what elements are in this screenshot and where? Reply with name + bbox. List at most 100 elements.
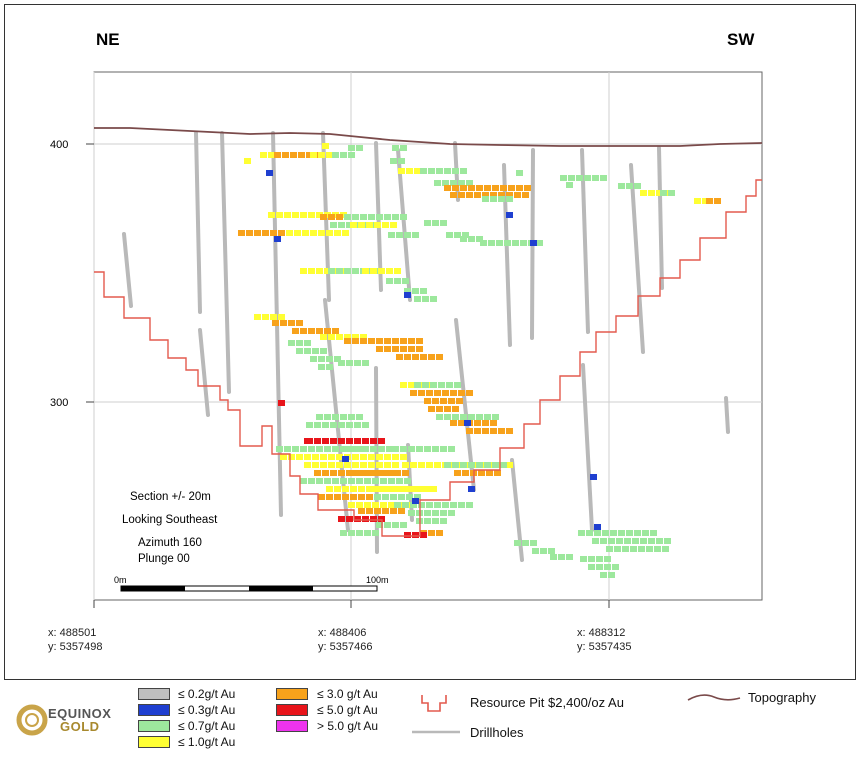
assay-sample-block bbox=[316, 268, 323, 274]
assay-sample-block bbox=[350, 486, 357, 492]
assay-sample-block bbox=[540, 548, 547, 554]
assay-sample-block bbox=[332, 212, 339, 218]
assay-sample-block bbox=[378, 446, 385, 452]
assay-sample-block bbox=[292, 328, 299, 334]
assay-sample-block bbox=[626, 530, 633, 536]
assay-sample-block bbox=[390, 158, 397, 164]
assay-sample-block bbox=[338, 360, 345, 366]
assay-sample-block bbox=[376, 462, 383, 468]
assay-sample-block bbox=[328, 268, 335, 274]
assay-sample-block bbox=[392, 522, 399, 528]
assay-sample-block bbox=[290, 152, 297, 158]
assay-sample-block bbox=[590, 474, 597, 480]
assay-sample-block bbox=[386, 268, 393, 274]
assay-sample-block bbox=[344, 462, 351, 468]
assay-sample-block bbox=[340, 446, 347, 452]
assay-sample-block bbox=[452, 185, 459, 191]
assay-sample-block bbox=[430, 486, 437, 492]
drillhole-trace bbox=[724, 396, 730, 434]
drillholes-label: Drillholes bbox=[470, 725, 524, 740]
assay-sample-block bbox=[466, 502, 473, 508]
assay-sample-block bbox=[464, 420, 471, 426]
assay-sample-block bbox=[410, 462, 417, 468]
assay-sample-block bbox=[338, 438, 345, 444]
assay-sample-block bbox=[244, 158, 251, 164]
assay-sample-block bbox=[318, 230, 325, 236]
assay-sample-block bbox=[314, 438, 321, 444]
assay-sample-block bbox=[384, 462, 391, 468]
legend-label-grade-7: > 5.0 g/t Au bbox=[317, 719, 379, 733]
assay-sample-block bbox=[648, 538, 655, 544]
assay-sample-block bbox=[524, 185, 531, 191]
assay-sample-block bbox=[342, 494, 349, 500]
assay-sample-block bbox=[492, 414, 499, 420]
section-width-text: Section +/- 20m bbox=[130, 491, 211, 503]
assay-sample-block bbox=[246, 230, 253, 236]
assay-sample-block bbox=[474, 420, 481, 426]
assay-sample-block bbox=[364, 502, 371, 508]
assay-sample-block bbox=[456, 398, 463, 404]
assay-sample-block bbox=[432, 446, 439, 452]
assay-sample-block bbox=[316, 414, 323, 420]
assay-sample-block bbox=[296, 320, 303, 326]
assay-sample-block bbox=[516, 170, 523, 176]
assay-sample-block bbox=[430, 296, 437, 302]
assay-sample-block bbox=[490, 196, 497, 202]
assay-sample-block bbox=[388, 232, 395, 238]
assay-sample-block bbox=[458, 502, 465, 508]
assay-sample-block bbox=[394, 268, 401, 274]
assay-sample-block bbox=[354, 422, 361, 428]
assay-sample-block bbox=[428, 168, 435, 174]
assay-sample-block bbox=[350, 494, 357, 500]
assay-sample-block bbox=[300, 328, 307, 334]
assay-sample-block bbox=[452, 414, 459, 420]
assay-sample-block bbox=[384, 470, 391, 476]
assay-sample-block bbox=[550, 554, 557, 560]
assay-sample-block bbox=[346, 516, 353, 522]
assay-sample-block bbox=[370, 268, 377, 274]
assay-sample-block bbox=[406, 494, 413, 500]
assay-sample-block bbox=[492, 462, 499, 468]
assay-sample-block bbox=[344, 334, 351, 340]
assay-sample-block bbox=[448, 398, 455, 404]
assay-sample-block bbox=[340, 212, 347, 218]
assay-sample-block bbox=[424, 220, 431, 226]
assay-sample-block bbox=[352, 462, 359, 468]
assay-sample-block bbox=[354, 438, 361, 444]
assay-sample-block bbox=[344, 214, 351, 220]
assay-sample-block bbox=[372, 530, 379, 536]
assay-sample-block bbox=[324, 268, 331, 274]
assay-sample-block bbox=[454, 470, 461, 476]
azimuth-text: Azimuth 160 bbox=[138, 537, 202, 549]
assay-sample-block bbox=[348, 145, 355, 151]
assay-sample-block bbox=[376, 454, 383, 460]
assay-sample-block bbox=[352, 214, 359, 220]
assay-sample-block bbox=[594, 524, 601, 530]
assay-sample-block bbox=[320, 348, 327, 354]
assay-sample-block bbox=[254, 314, 261, 320]
assay-sample-block bbox=[382, 222, 389, 228]
assay-sample-block bbox=[402, 486, 409, 492]
assay-sample-block bbox=[332, 268, 339, 274]
assay-sample-block bbox=[328, 454, 335, 460]
assay-sample-block bbox=[362, 446, 369, 452]
assay-sample-block bbox=[382, 486, 389, 492]
assay-sample-block bbox=[664, 538, 671, 544]
assay-sample-block bbox=[292, 446, 299, 452]
assay-sample-block bbox=[514, 192, 521, 198]
assay-sample-block bbox=[378, 268, 385, 274]
assay-sample-block bbox=[386, 278, 393, 284]
assay-sample-block bbox=[370, 438, 377, 444]
assay-sample-block bbox=[420, 532, 427, 538]
assay-sample-block bbox=[466, 390, 473, 396]
assay-sample-block bbox=[398, 494, 405, 500]
assay-sample-block bbox=[476, 236, 483, 242]
assay-sample-block bbox=[346, 422, 353, 428]
assay-sample-block bbox=[328, 334, 335, 340]
assay-sample-block bbox=[648, 190, 655, 196]
scale-start-label: 0m bbox=[114, 575, 127, 585]
assay-sample-block bbox=[354, 222, 361, 228]
assay-sample-block bbox=[504, 240, 511, 246]
assay-sample-block bbox=[416, 346, 423, 352]
topography-layer bbox=[94, 127, 763, 147]
